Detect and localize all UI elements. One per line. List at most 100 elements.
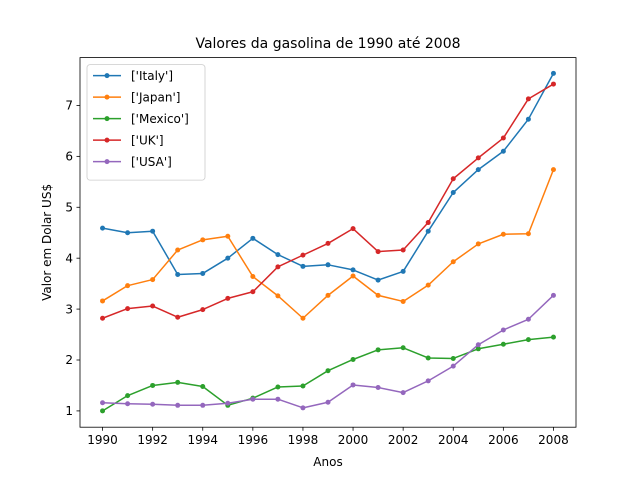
legend-label: ['Italy'] [131,69,173,83]
data-point [275,293,281,299]
data-point [375,249,381,255]
data-point [350,273,356,279]
chart-title: Valores da gasolina de 1990 até 2008 [195,36,460,52]
data-point [500,148,506,154]
data-point [150,228,156,234]
data-point [450,176,456,182]
data-point [300,383,306,389]
y-tick-label: 6 [65,150,73,164]
x-tick-label: 2006 [488,433,519,447]
data-point [300,263,306,269]
data-point [375,347,381,353]
data-point [500,341,506,347]
data-point [450,355,456,361]
legend-marker [104,73,110,79]
legend-label: ['Japan'] [131,90,180,104]
data-point [100,315,106,321]
data-point [525,96,531,102]
data-point [250,396,256,402]
x-tick-label: 2002 [388,433,419,447]
data-point [175,402,181,408]
data-point [525,231,531,237]
x-tick-label: 1998 [288,433,319,447]
data-point [450,259,456,265]
legend-marker [104,94,110,100]
data-point [550,167,556,173]
data-point [375,384,381,390]
data-point [300,405,306,411]
data-point [350,356,356,362]
data-point [425,228,431,234]
plot-area [100,70,556,414]
x-tick-label: 1990 [87,433,118,447]
data-point [500,231,506,237]
data-point [200,270,206,276]
y-tick-label: 1 [65,404,73,418]
data-point [150,382,156,388]
data-point [475,342,481,348]
data-point [325,292,331,298]
data-point [450,363,456,369]
data-point [225,400,231,406]
data-point [175,247,181,253]
data-point [225,295,231,301]
data-point [475,167,481,173]
legend: ['Italy'] ['Japan'] ['Mexico'] ['UK'] ['USA'… [86,64,206,181]
data-point [125,230,131,236]
data-point [400,390,406,396]
y-tick-label: 3 [65,302,73,316]
data-point [425,378,431,384]
data-point [175,271,181,277]
data-point [250,289,256,295]
data-point [275,252,281,258]
x-tick-label: 1992 [137,433,168,447]
y-axis-label: Valor em Dolar US$ [40,184,54,301]
x-tick-label: 2004 [438,433,469,447]
data-point [275,396,281,402]
data-point [550,70,556,76]
data-point [300,252,306,258]
data-point [500,327,506,333]
x-tick-label: 2008 [538,433,569,447]
data-point [175,314,181,320]
data-point [400,247,406,253]
data-point [125,283,131,289]
data-point [200,237,206,243]
data-point [125,401,131,407]
data-point [525,116,531,122]
data-point [300,315,306,321]
data-point [150,401,156,407]
data-point [375,292,381,298]
data-point [475,155,481,161]
data-point [100,408,106,414]
data-point [100,400,106,406]
data-point [550,292,556,298]
data-point [550,81,556,87]
data-point [325,262,331,268]
y-tick-label: 2 [65,353,73,367]
legend-box [86,64,206,181]
data-point [200,383,206,389]
data-point [125,393,131,399]
data-point [350,226,356,232]
data-point [275,264,281,270]
data-point [475,346,481,352]
data-point [175,379,181,385]
x-tick-label: 1996 [238,433,269,447]
legend-marker [104,116,110,122]
data-point [525,316,531,322]
data-point [550,334,556,340]
legend-label: ['Mexico'] [131,112,189,126]
data-point [150,303,156,309]
data-point [225,255,231,261]
axes-frame [79,57,577,428]
x-tick-label: 2000 [338,433,369,447]
data-point [375,277,381,283]
x-axis: 1990 1992 1994 1996 1998 2000 2002 2004 2006 2008 [87,427,569,447]
data-point [400,345,406,351]
data-point [350,267,356,273]
x-axis-label: Anos [313,455,342,469]
data-point [400,298,406,304]
data-point [100,225,106,231]
